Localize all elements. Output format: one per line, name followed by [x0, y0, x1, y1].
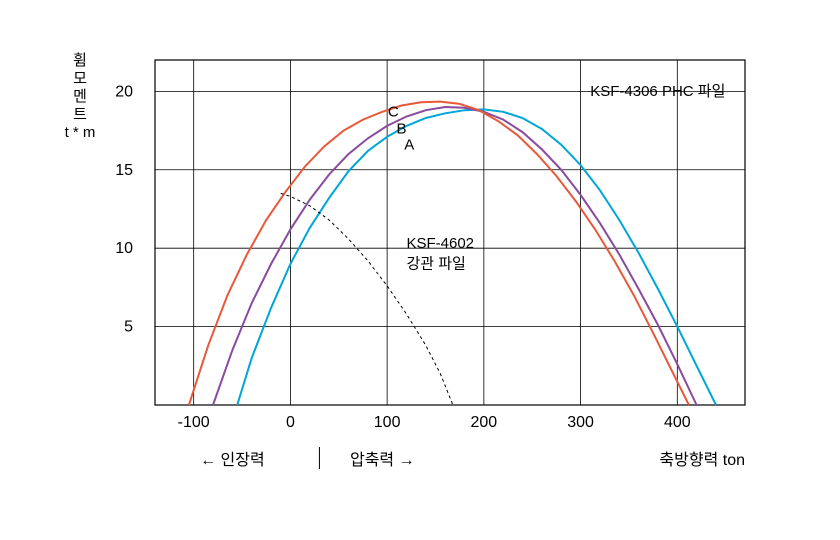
y-axis-title: 모 — [73, 70, 87, 87]
y-axis-title: 휨 — [73, 52, 87, 69]
y-axis-title: 멘 — [73, 88, 87, 105]
compression-label: 압축력 → — [350, 451, 415, 469]
xtick-label: 100 — [374, 414, 401, 431]
interaction-chart: -100 0 100 200 300 400 5 10 15 20 휨모멘트t * m CBA KSF-… — [0, 0, 840, 540]
annotation: 강관 파일 — [406, 256, 465, 273]
ytick-label: 20 — [115, 83, 133, 100]
y-axis-title: t * m — [65, 124, 96, 141]
xtick-label: 0 — [286, 414, 295, 431]
xtick-label: -100 — [178, 414, 210, 431]
y-axis-title: 트 — [73, 106, 87, 123]
ytick-label: 15 — [115, 162, 133, 179]
chart-svg: -100 0 100 200 300 400 5 10 15 20 휨모멘트t * m CBA KSF-… — [0, 0, 840, 540]
curve-label: B — [396, 121, 406, 138]
xtick-label: 300 — [567, 414, 594, 431]
ytick-label: 5 — [124, 319, 133, 336]
annotation: KSF-4602 — [406, 235, 474, 252]
axial-label: 축방향력 ton — [659, 451, 745, 469]
curve-label: A — [404, 136, 414, 153]
curve-label: C — [388, 103, 399, 120]
ytick-label: 10 — [115, 240, 133, 257]
xtick-label: 400 — [664, 414, 691, 431]
xtick-label: 200 — [471, 414, 498, 431]
tension-label: ← 인장력 — [200, 451, 265, 469]
annotation: KSF-4306 PHC 파일 — [590, 83, 725, 100]
